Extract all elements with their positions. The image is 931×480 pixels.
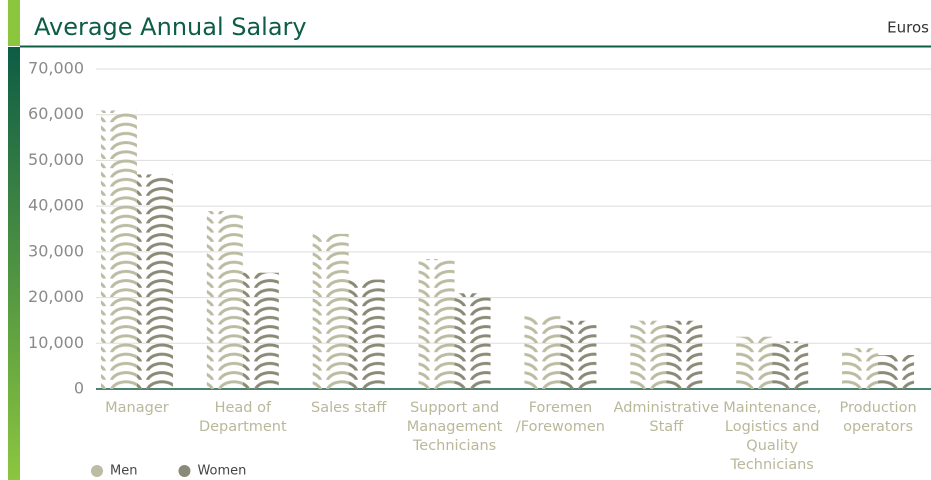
bar — [312, 233, 349, 389]
y-tick-label: 10,000 — [28, 333, 84, 352]
bar — [136, 174, 173, 389]
y-tick-label: 20,000 — [28, 287, 84, 306]
x-tick-label: Support and Management Technicians — [406, 400, 503, 454]
bar — [206, 211, 243, 389]
x-tick-label: Production operators — [839, 400, 917, 435]
y-tick-label: 50,000 — [28, 150, 84, 169]
bar — [454, 293, 491, 389]
chart-title: Average Annual Salary — [34, 13, 307, 41]
accent — [8, 0, 20, 46]
bar — [348, 279, 385, 389]
bar — [772, 341, 809, 389]
x-tick-label: Administrative Staff — [613, 400, 720, 435]
x-tick-label: Head of Department — [198, 400, 287, 435]
bar — [878, 355, 915, 389]
bar — [524, 316, 561, 389]
bar — [666, 320, 703, 389]
bar — [418, 259, 455, 389]
bar — [100, 110, 137, 389]
y-tick-label: 70,000 — [28, 59, 84, 78]
side-bar — [8, 47, 20, 480]
legend-label: Women — [197, 464, 246, 479]
x-tick-label: Sales staff — [311, 400, 387, 416]
x-tick-label: Foremen /Forewomen — [515, 400, 605, 435]
y-tick-label: 40,000 — [28, 196, 84, 215]
legend-swatch — [91, 465, 103, 477]
y-tick-label: 0 — [74, 379, 84, 398]
x-tick-label: Maintenance, Logistics and Quality Techn… — [723, 400, 822, 473]
y-tick-label: 60,000 — [28, 104, 84, 123]
y-tick-label: 30,000 — [28, 241, 84, 260]
legend-swatch — [178, 465, 191, 477]
bar — [842, 348, 879, 389]
bar — [560, 320, 597, 389]
unit-label: Euros — [887, 19, 929, 37]
bar — [736, 336, 773, 389]
bar — [630, 320, 667, 389]
legend-label: Men — [110, 464, 137, 479]
bar — [242, 272, 279, 389]
x-tick-label: Manager — [105, 400, 169, 416]
